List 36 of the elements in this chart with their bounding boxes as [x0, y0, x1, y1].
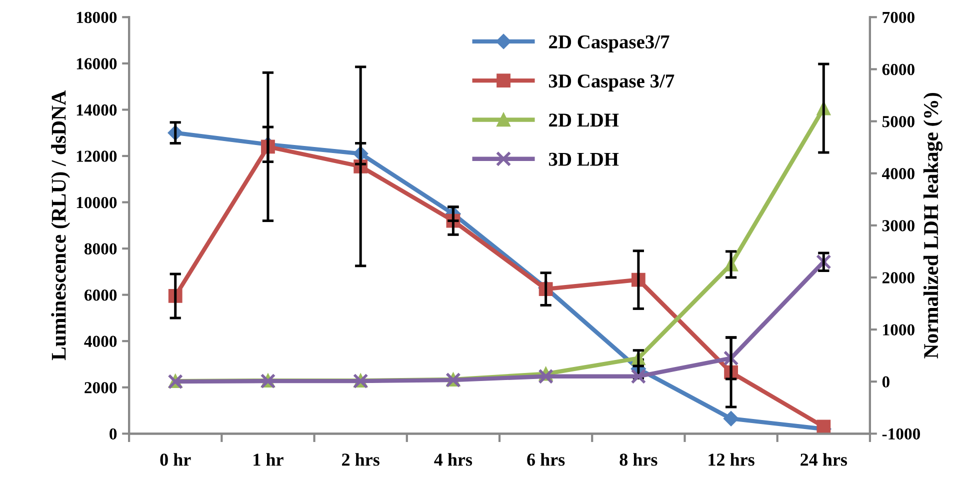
y2-tick-label: 0 — [882, 376, 890, 388]
y-tick-label: 0 — [110, 428, 117, 440]
y2-tick-label: 1000 — [883, 324, 914, 336]
x-tick-label: 12 hrs — [708, 453, 754, 466]
y-tick-label: 16000 — [76, 58, 117, 70]
y2-tick-label: 3000 — [882, 220, 914, 232]
y-tick-label: 8000 — [84, 243, 117, 254]
legend-label: 2D Caspase3/7 — [549, 35, 670, 52]
y2-axis-title: Normalized LDH leakage (%) — [923, 92, 942, 358]
y-tick-label: 18000 — [76, 12, 117, 24]
y-tick-label: 10000 — [76, 196, 117, 208]
y2-tick-label: 4000 — [882, 168, 914, 180]
y-tick-label: 14000 — [76, 104, 117, 116]
x-tick-label: 8 hrs — [620, 453, 658, 466]
point — [630, 368, 646, 384]
point — [538, 368, 554, 384]
legend-label: 3D LDH — [548, 152, 619, 166]
legend-label: 3D Caspase 3/7 — [548, 74, 674, 92]
y-tick-label: 12000 — [76, 150, 117, 162]
x-tick-label: 24 hrs — [800, 453, 848, 466]
x-tick-label: 0 hr — [160, 453, 191, 466]
y-tick-label: 4000 — [84, 336, 117, 348]
x-tick-label: 4 hrs — [434, 453, 472, 466]
x-tick-label: 1 hr — [254, 453, 284, 466]
y-axis-title: Luminescence (RLU) / dsDNA — [51, 90, 70, 360]
x-tick-label: 2 hrs — [342, 453, 380, 466]
y2-tick-label: 6000 — [882, 64, 914, 76]
y-tick-label: 2000 — [84, 382, 117, 394]
legend-label: 2D LDH — [549, 114, 619, 127]
point — [723, 411, 739, 426]
y-tick-label: 6000 — [84, 290, 117, 301]
x-tick-label: 6 hrs — [527, 453, 565, 466]
y2-tick-label: -1000 — [882, 428, 920, 440]
y2-tick-label: 5000 — [882, 116, 914, 128]
y2-tick-label: 2000 — [882, 272, 914, 284]
y2-tick-label: 7000 — [882, 12, 914, 24]
